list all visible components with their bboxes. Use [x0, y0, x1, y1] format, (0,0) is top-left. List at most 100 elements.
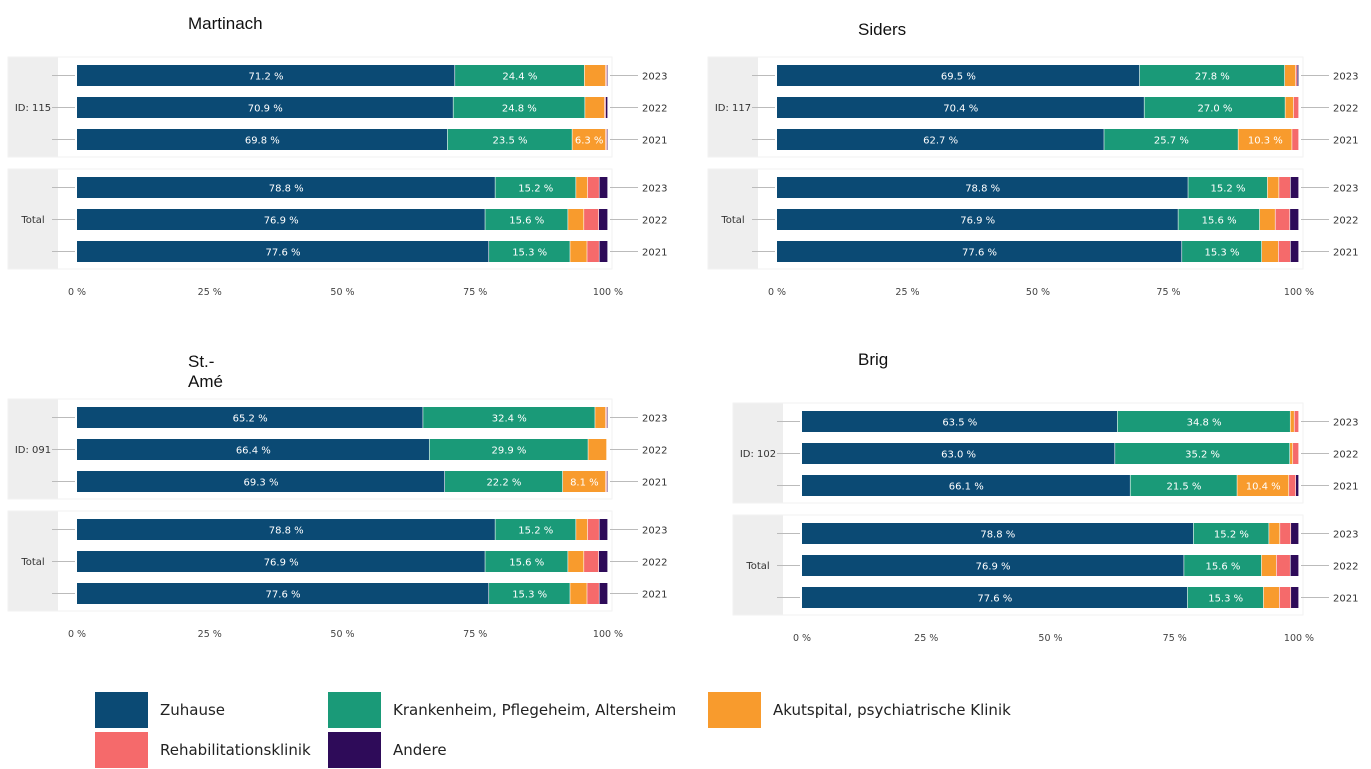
krankenheim-segment: [1130, 475, 1237, 496]
x-tick-label: 75 %: [1163, 633, 1187, 644]
x-tick-label: 75 %: [463, 287, 487, 298]
x-tick-label: 75 %: [1156, 287, 1180, 298]
krankenheim-segment: [1193, 523, 1269, 544]
group-label: ID: 115: [15, 103, 51, 114]
data-label: 15.6 %: [1205, 562, 1240, 573]
x-tick-label: 0 %: [68, 287, 86, 298]
krankenheim-segment: [1117, 411, 1290, 432]
group-label: Total: [20, 215, 44, 226]
year-label: 2023: [642, 184, 667, 195]
x-tick-label: 0 %: [68, 629, 86, 640]
year-label: 2022: [642, 558, 667, 569]
data-label: 63.0 %: [941, 450, 976, 461]
group-label: Total: [20, 557, 44, 568]
x-tick-label: 75 %: [463, 629, 487, 640]
reha-segment: [1295, 65, 1297, 86]
akutspital-segment: [1259, 209, 1275, 230]
legend-item-akutspital: Akutspital, psychiatrische Klinik: [708, 692, 1011, 728]
akutspital-segment: [1261, 241, 1279, 262]
zuhause-segment: [77, 551, 485, 572]
reha-segment: [1294, 411, 1299, 432]
akutspital-segment: [1263, 587, 1280, 608]
x-tick-label: 25 %: [895, 287, 919, 298]
x-tick-label: 100 %: [593, 629, 623, 640]
data-label: 15.2 %: [518, 184, 553, 195]
data-label: 23.5 %: [493, 136, 528, 147]
chart-legend: Zuhause Krankenheim, Pflegeheim, Altersh…: [95, 692, 1095, 769]
andere-segment: [1296, 475, 1299, 496]
year-label: 2023: [1333, 72, 1358, 83]
group-label: Total: [745, 561, 769, 572]
krankenheim-segment: [1178, 209, 1260, 230]
data-label: 10.3 %: [1248, 136, 1283, 147]
year-label: 2021: [1333, 594, 1358, 605]
year-label: 2023: [642, 414, 667, 425]
year-label: 2021: [642, 478, 667, 489]
stacked-bar-chart-brig: ID: 102 2023 63.5 % 34.8 % 2022 63.0 % 35.2 % 2…: [732, 402, 1358, 644]
akutspital-segment: [1269, 523, 1280, 544]
reha-segment: [584, 551, 599, 572]
data-label: 70.9 %: [248, 104, 283, 115]
data-label: 15.6 %: [509, 558, 544, 569]
group-label: ID: 102: [740, 449, 776, 460]
x-tick-label: 0 %: [768, 287, 786, 298]
andere-segment: [599, 241, 608, 262]
legend-item-rehabilitationsklinik: Rehabilitationsklinik: [95, 732, 311, 768]
data-label: 69.8 %: [245, 136, 280, 147]
data-label: 29.9 %: [491, 446, 526, 457]
chart-title: Siders: [858, 20, 907, 39]
akutspital-segment: [576, 519, 588, 540]
akutspital-segment: [588, 439, 607, 460]
data-label: 78.8 %: [269, 526, 304, 537]
akutspital-segment: [1267, 177, 1279, 198]
krankenheim-segment: [423, 407, 595, 428]
akutspital-segment: [570, 241, 587, 262]
krankenheim-segment: [485, 551, 568, 572]
year-label: 2022: [1333, 104, 1358, 115]
data-label: 69.3 %: [244, 478, 279, 489]
stacked-bar-chart-st-ame: ID: 091 2023 65.2 % 32.4 % 2022 66.4 % 29.9 % 2…: [7, 398, 667, 640]
zuhause-segment: [777, 241, 1182, 262]
reha-segment: [1275, 209, 1290, 230]
data-label: 6.3 %: [575, 136, 604, 147]
data-label: 27.8 %: [1195, 72, 1230, 83]
krankenheim-segment: [447, 129, 572, 150]
data-label: 70.4 %: [943, 104, 978, 115]
data-label: 15.2 %: [1211, 184, 1246, 195]
year-label: 2022: [642, 104, 667, 115]
zuhause-segment: [777, 177, 1188, 198]
krankenheim-segment: [1182, 241, 1262, 262]
data-label: 15.3 %: [1205, 248, 1240, 259]
krankenheim-segment: [453, 97, 585, 118]
legend-swatch: [328, 692, 381, 728]
data-label: 77.6 %: [266, 590, 301, 601]
zuhause-segment: [802, 475, 1130, 496]
akutspital-segment: [572, 129, 606, 150]
legend-swatch: [95, 692, 148, 728]
zuhause-segment: [777, 97, 1144, 118]
krankenheim-segment: [495, 519, 576, 540]
year-label: 2023: [642, 526, 667, 537]
zuhause-segment: [777, 129, 1104, 150]
krankenheim-segment: [1188, 177, 1268, 198]
krankenheim-segment: [489, 583, 570, 604]
andere-segment: [599, 519, 608, 540]
reha-segment: [1293, 443, 1299, 464]
akutspital-segment: [1285, 97, 1294, 118]
legend-swatch: [708, 692, 761, 728]
andere-segment: [1290, 209, 1299, 230]
group-label: ID: 091: [15, 445, 51, 456]
data-label: 24.8 %: [502, 104, 537, 115]
data-label: 35.2 %: [1185, 450, 1220, 461]
chart-title: Martinach: [188, 14, 263, 33]
akutspital-segment: [1237, 475, 1289, 496]
x-tick-label: 25 %: [914, 633, 938, 644]
zuhause-segment: [77, 177, 495, 198]
x-tick-label: 25 %: [198, 287, 222, 298]
group-label-box: [733, 515, 783, 615]
chart-title: St.-Amé: [188, 352, 223, 391]
akutspital-segment: [570, 583, 587, 604]
akutspital-segment: [576, 177, 588, 198]
data-label: 15.6 %: [1202, 216, 1237, 227]
data-label: 77.6 %: [266, 248, 301, 259]
